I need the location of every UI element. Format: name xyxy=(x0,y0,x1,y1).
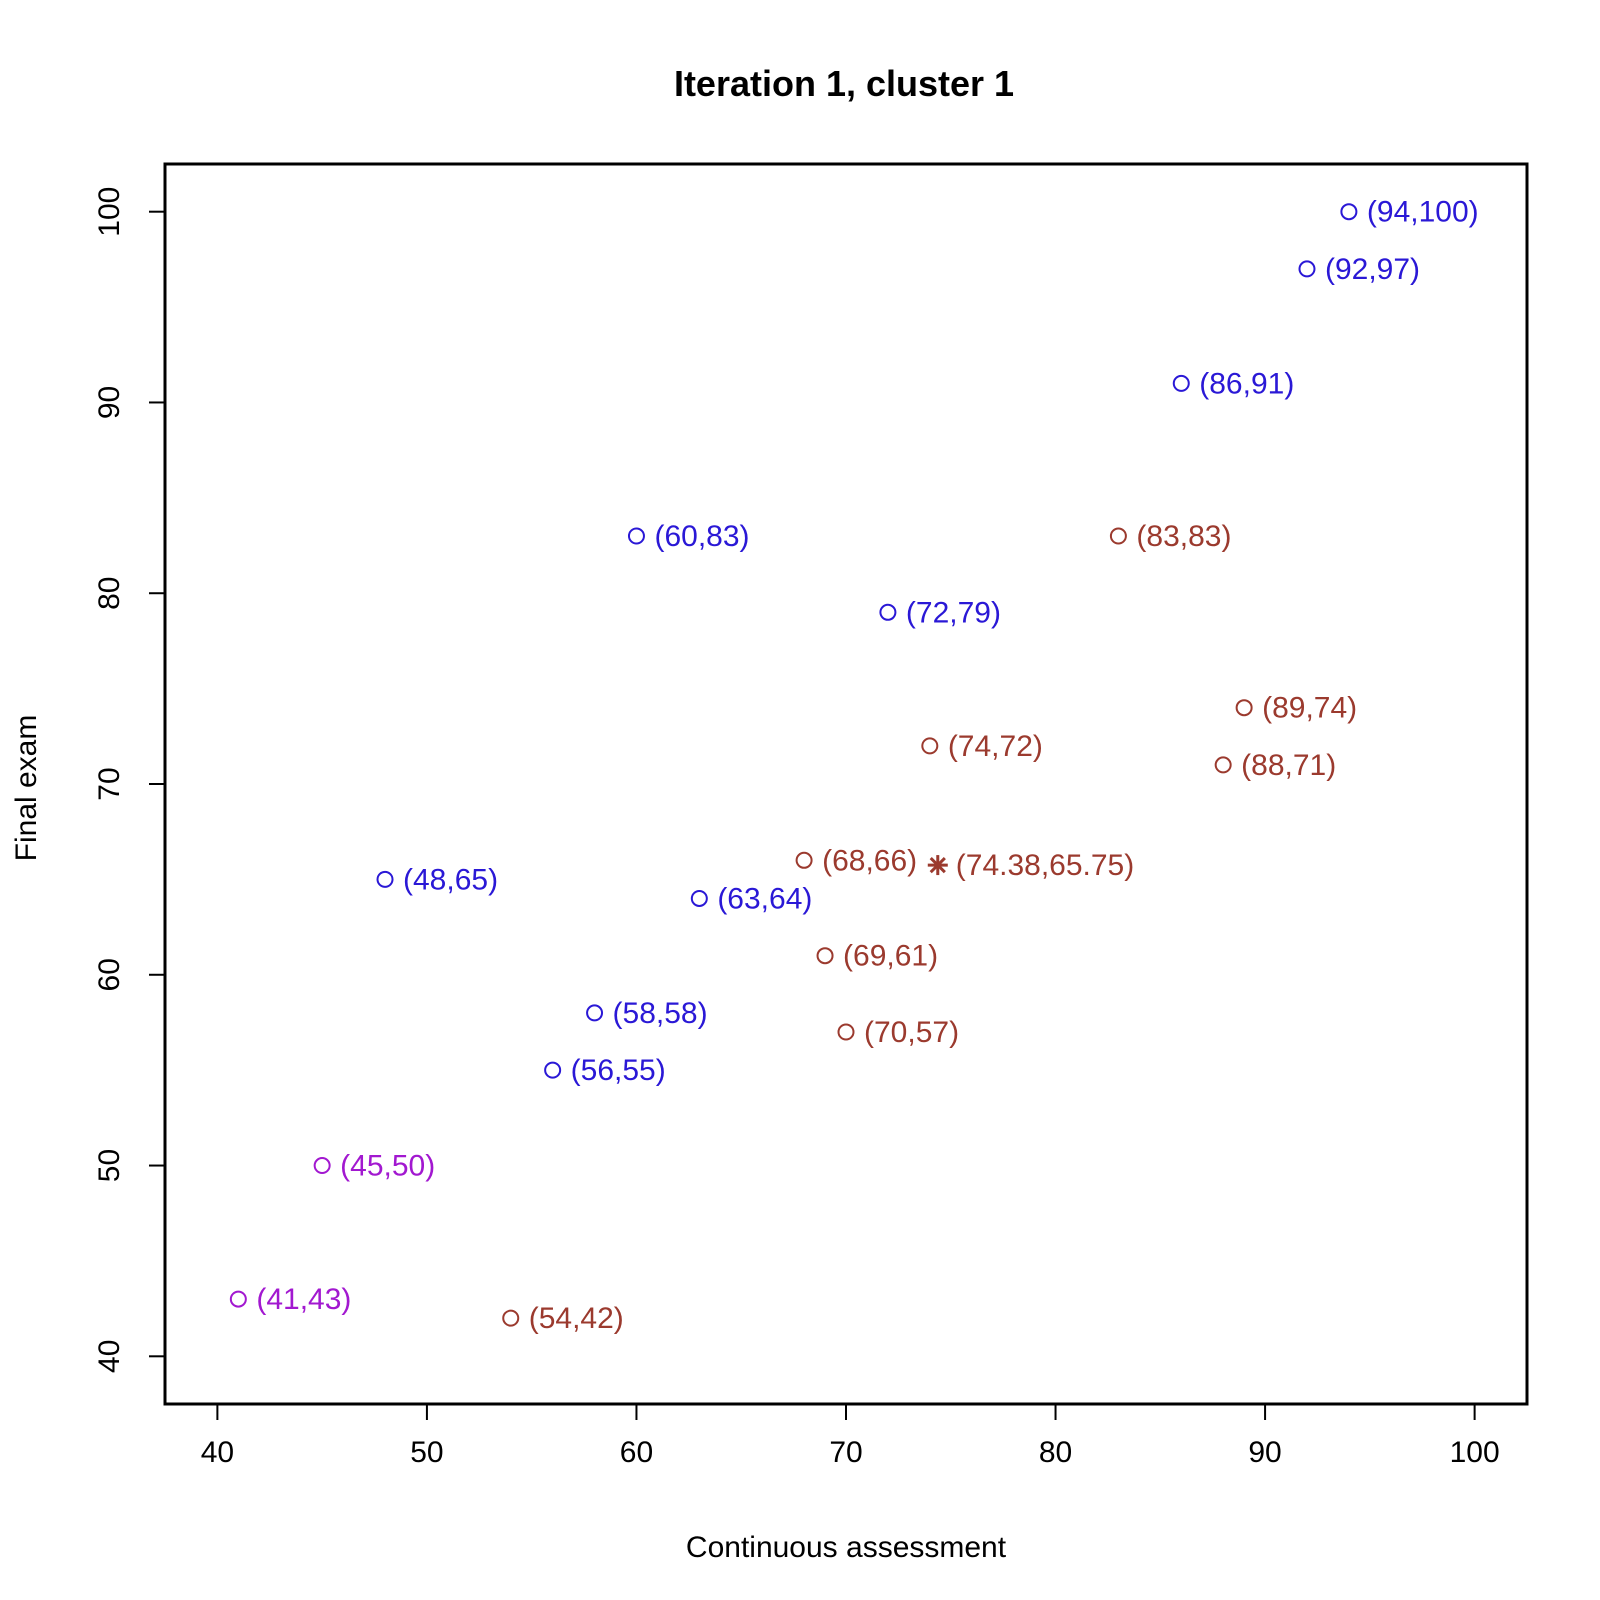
data-point xyxy=(1109,527,1127,545)
y-tick-label: 100 xyxy=(93,187,126,237)
data-point-label: (86,91) xyxy=(1199,367,1294,400)
x-tick-label: 80 xyxy=(1039,1436,1072,1469)
data-point xyxy=(837,1023,855,1041)
data-point-label: (41,43) xyxy=(256,1283,351,1316)
data-point xyxy=(544,1061,562,1079)
data-point xyxy=(1340,203,1358,221)
data-point xyxy=(1214,756,1232,774)
data-point-label: (88,71) xyxy=(1241,749,1336,782)
y-tick-label: 70 xyxy=(93,767,126,800)
data-point-label: (68,66) xyxy=(822,844,917,877)
y-axis-label: Final exam xyxy=(10,715,43,862)
data-point-label: (70,57) xyxy=(864,1016,959,1049)
data-point-label: (54,42) xyxy=(529,1302,624,1335)
data-point-label: (83,83) xyxy=(1136,520,1231,553)
data-point xyxy=(816,947,834,965)
data-point xyxy=(879,603,897,621)
data-point xyxy=(1298,260,1316,278)
data-point-label: (56,55) xyxy=(571,1054,666,1087)
x-tick-label: 70 xyxy=(829,1436,862,1469)
data-point xyxy=(1235,699,1253,717)
data-point-label: (89,74) xyxy=(1262,692,1357,725)
y-axis: 40 50 60 70 80 90 100 xyxy=(93,187,166,1373)
data-point xyxy=(921,737,939,755)
y-tick-label: 50 xyxy=(93,1149,126,1182)
data-point xyxy=(376,870,394,888)
x-axis-label: Continuous assessment xyxy=(686,1531,1007,1564)
data-point xyxy=(690,889,708,907)
data-point-label: (60,83) xyxy=(654,520,749,553)
data-point xyxy=(627,527,645,545)
y-tick-label: 40 xyxy=(93,1340,126,1373)
data-point-label: (48,65) xyxy=(403,863,498,896)
data-point-label: (69,61) xyxy=(843,940,938,973)
data-point-label: (74.38,65.75) xyxy=(956,849,1134,882)
x-tick-label: 60 xyxy=(620,1436,653,1469)
data-points: (94,100) (92,97) (86,91) (60,83) (83,83) (72,… xyxy=(229,196,1479,1335)
data-point xyxy=(502,1309,520,1327)
y-tick-label: 60 xyxy=(93,958,126,991)
data-point xyxy=(795,851,813,869)
x-tick-label: 50 xyxy=(410,1436,443,1469)
centroid-marker xyxy=(927,855,948,876)
data-point-label: (74,72) xyxy=(948,730,1043,763)
data-point-label: (72,79) xyxy=(906,596,1001,629)
data-point xyxy=(1172,374,1190,392)
data-point-label: (58,58) xyxy=(613,997,708,1030)
data-point xyxy=(313,1157,331,1175)
x-tick-label: 90 xyxy=(1248,1436,1281,1469)
y-tick-label: 80 xyxy=(93,577,126,610)
data-point-label: (63,64) xyxy=(717,882,812,915)
data-point xyxy=(586,1004,604,1022)
data-point-label: (45,50) xyxy=(340,1150,435,1183)
data-point-label: (92,97) xyxy=(1325,253,1420,286)
x-tick-label: 40 xyxy=(201,1436,234,1469)
y-tick-label: 90 xyxy=(93,386,126,419)
x-axis: 40 50 60 70 80 90 100 xyxy=(201,1403,1500,1469)
plot-frame xyxy=(163,162,1529,1406)
x-tick-label: 100 xyxy=(1450,1436,1500,1469)
data-point xyxy=(229,1290,247,1308)
data-point-label: (94,100) xyxy=(1367,196,1479,229)
chart-title: Iteration 1, cluster 1 xyxy=(674,63,1014,104)
